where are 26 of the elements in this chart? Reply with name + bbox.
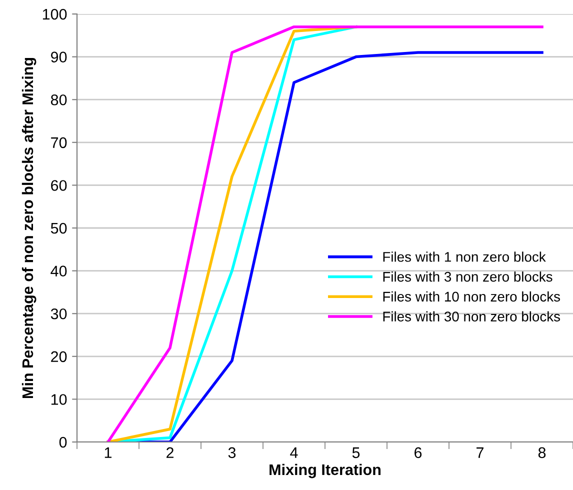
x-tick-label: 8 <box>538 447 546 458</box>
x-tick-label: 6 <box>414 447 422 458</box>
legend-label: Files with 30 non zero blocks <box>383 311 560 322</box>
x-tick-label: 2 <box>166 447 174 458</box>
legend-label: Files with 3 non zero blocks <box>383 272 552 282</box>
x-tick-label: 5 <box>352 447 360 458</box>
y-axis-title: Min Percentage of non zero blocks after Mixing <box>22 58 36 398</box>
x-tick-label: 3 <box>228 447 236 458</box>
y-tick-label: 10 <box>51 394 67 405</box>
legend-label: Files with 1 non zero block <box>383 252 546 262</box>
y-tick-label: 100 <box>42 8 67 20</box>
x-tick-label: 1 <box>104 447 112 458</box>
y-tick-label: 40 <box>50 266 67 276</box>
y-tick-label: 70 <box>51 137 67 148</box>
y-tick-label: 50 <box>50 222 67 234</box>
x-tick-label: 4 <box>290 447 298 458</box>
x-axis-title: Mixing Iteration <box>270 464 381 478</box>
line-series <box>106 25 358 442</box>
y-tick-label: 0 <box>59 436 67 448</box>
y-tick-label: 30 <box>50 308 67 320</box>
y-tick-label: 20 <box>51 351 67 362</box>
y-tick-label: 90 <box>51 52 67 62</box>
legend-label: Files with 10 non zero blocks <box>383 291 560 302</box>
x-tick-label: 7 <box>476 447 484 458</box>
y-tick-label: 60 <box>51 180 67 191</box>
y-tick-label: 80 <box>50 94 67 106</box>
